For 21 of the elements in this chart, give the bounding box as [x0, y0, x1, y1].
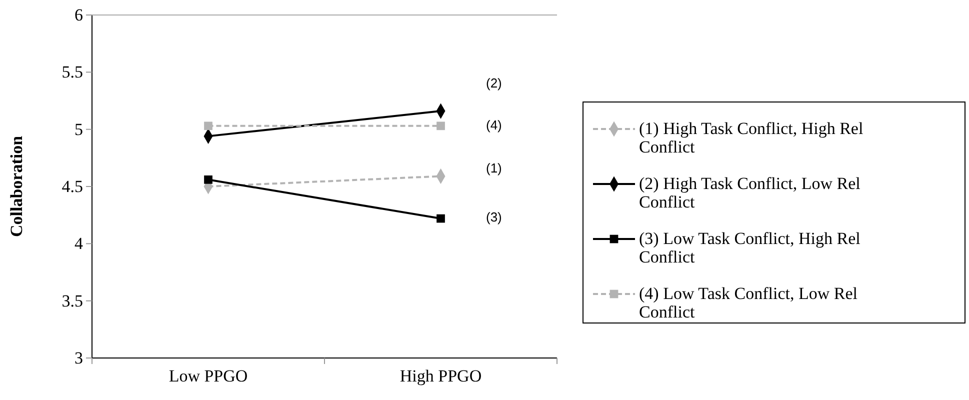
y-tick-label: 4.5: [62, 176, 83, 196]
annotation: (1): [486, 160, 502, 176]
x-tick-label: Low PPGO: [168, 366, 248, 386]
y-tick-label: 4: [74, 234, 84, 254]
x-tick-label: High PPGO: [400, 366, 482, 386]
y-tick-label: 6: [74, 5, 83, 24]
y-tick-label: 5: [74, 120, 83, 139]
point: [436, 214, 445, 223]
y-tick-label: 5.5: [62, 62, 83, 82]
y-axis-title: Collaboration: [7, 135, 26, 238]
annotation: (3): [486, 210, 502, 225]
annotation: (4): [486, 118, 502, 133]
legend-label: (1) High Task Conflict, High Rel Conflict: [639, 119, 864, 157]
legend-label: (2) High Task Conflict, Low Rel Conflict: [639, 174, 861, 212]
annotation: (2): [486, 76, 502, 91]
point: [204, 122, 212, 130]
legend-label: (3) Low Task Conflict, High Rel Conflict: [639, 229, 861, 267]
legend-label: (4) Low Task Conflict, Low Rel Conflict: [639, 284, 858, 322]
y-tick-label: 3.5: [62, 291, 83, 310]
point: [436, 122, 445, 130]
y-tick-label: 3: [74, 348, 83, 368]
